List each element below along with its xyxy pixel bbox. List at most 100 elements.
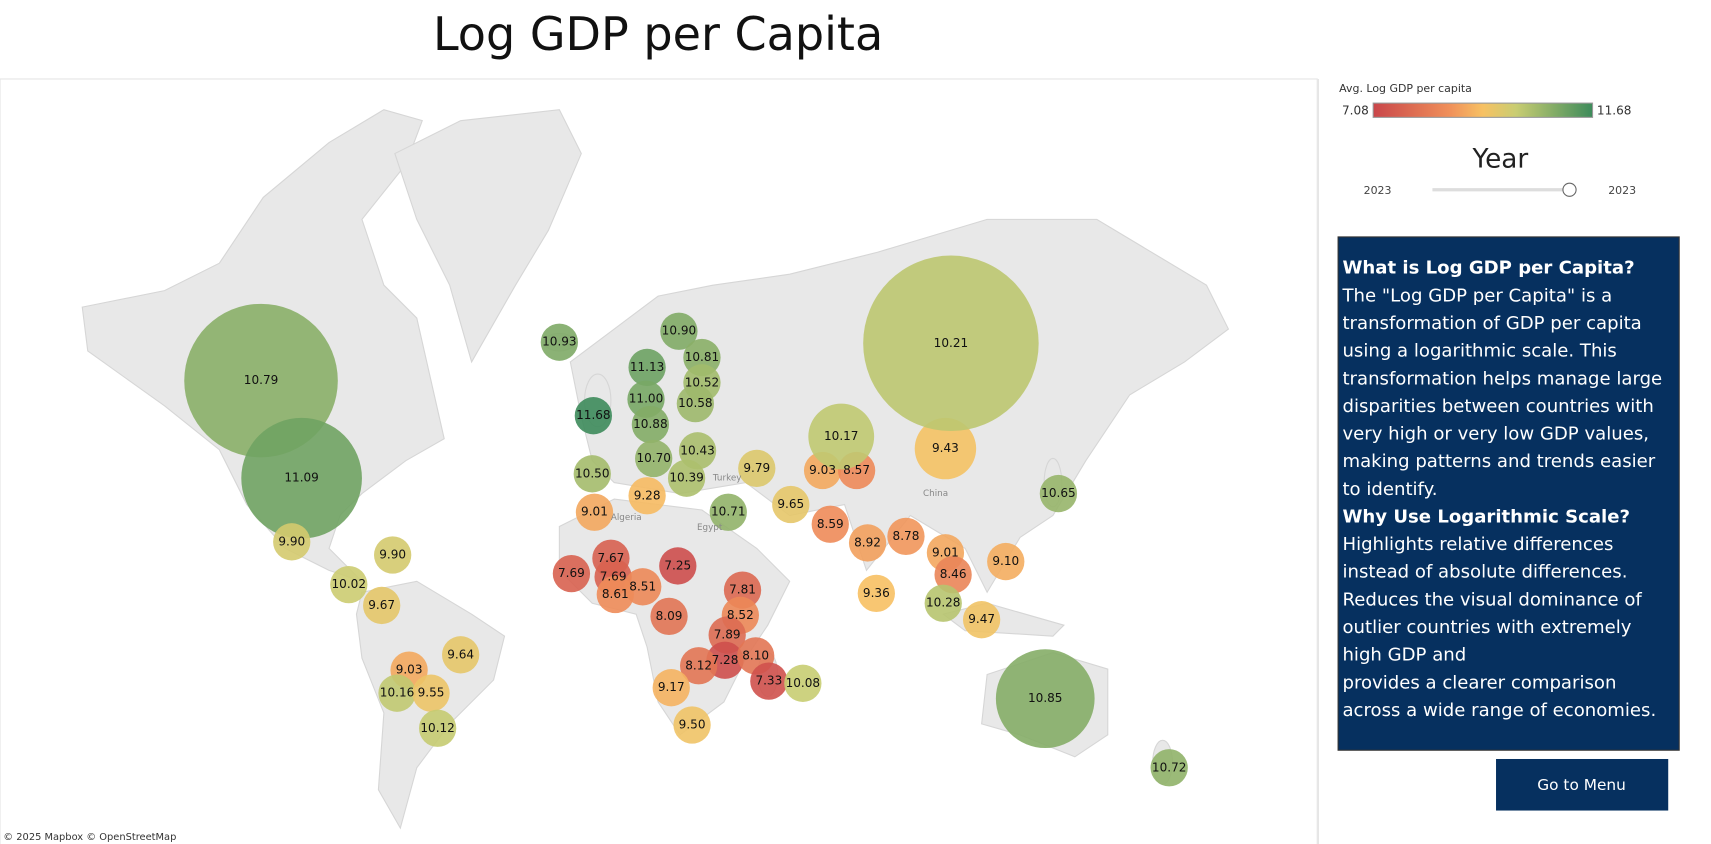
info-text: instead of absolute differences. [1342,562,1627,583]
country-region [1150,749,1188,787]
info-text: The "Log GDP per Capita" is a [1341,285,1612,306]
slider-handle[interactable] [1562,182,1577,197]
country-value-label: 10.58 [678,396,713,410]
info-panel: What is Log GDP per Capita? The "Log GDP … [1337,236,1680,751]
country-value-label: 8.61 [602,587,629,601]
country-value-label: 10.85 [1028,691,1063,705]
legend-title: Avg. Log GDP per capita [1339,82,1472,95]
info-heading: Why Use Logarithmic Scale? [1342,506,1630,527]
country-value-label: 8.57 [843,463,870,477]
country-region [652,669,690,707]
country-region [680,647,718,685]
country-value-label: 8.09 [656,609,683,623]
country-region [934,556,972,594]
country-value-label: 7.67 [598,551,625,565]
info-text: disparities between countries with [1342,396,1653,417]
country-region [673,706,711,744]
country-region [273,523,311,561]
country-value-label: 10.52 [685,375,720,389]
year-filter: Year 2023 2023 [1364,145,1636,197]
country-value-label: 8.59 [817,517,844,531]
info-text: making patterns and trends easier [1342,451,1655,472]
country-region [412,674,450,712]
info-text: provides a clearer comparison [1342,672,1616,693]
country-value-label: 9.90 [379,547,406,561]
country-value-label: 9.65 [777,497,804,511]
country-value-label: 9.01 [932,545,959,559]
country-region [914,417,977,480]
country-region [573,455,611,493]
country-value-label: 8.92 [854,535,881,549]
info-text: across a wide range of economies. [1342,700,1656,721]
country-value-label: 10.70 [636,451,671,465]
country-value-label: 10.17 [824,429,859,443]
legend-min: 7.08 [1342,103,1369,117]
country-value-label: 7.69 [558,566,585,580]
country-region [596,575,634,614]
country-region [1039,474,1078,513]
info-text: using a logarithmic scale. This [1342,341,1616,362]
map-attribution: © 2025 Mapbox © OpenStreetMap [3,832,176,843]
country-value-label: 9.28 [634,488,661,502]
country-region [442,636,480,674]
country-value-label: 9.47 [968,612,995,626]
country-value-label: 8.51 [629,579,656,593]
country-value-label: 8.10 [742,648,769,662]
country-region [574,397,613,435]
landmass [394,109,582,364]
country-value-label: 11.68 [576,408,610,422]
info-text: Reduces the visual dominance of [1342,589,1642,610]
info-text: high GDP and [1342,645,1466,666]
country-region [631,405,670,444]
country-value-label: 7.33 [755,674,782,688]
info-text: to identify. [1342,479,1437,500]
country-region [363,586,401,625]
country-value-label: 10.93 [542,335,577,349]
country-region [241,417,362,539]
country-region [995,649,1095,749]
country-region [378,674,416,712]
country-value-label: 11.00 [629,392,664,406]
country-value-label: 9.79 [743,461,770,475]
country-region [374,536,412,574]
country-region [784,664,822,702]
place-name: Egypt [697,523,723,533]
filter-min: 2023 [1364,184,1392,197]
country-value-label: 10.79 [244,373,278,387]
country-value-label: 8.46 [940,567,967,581]
button-bg[interactable] [1496,758,1669,811]
country-value-label: 10.21 [934,336,968,350]
legend-max: 11.68 [1597,103,1632,117]
country-value-label: 10.43 [680,443,714,457]
country-region [848,524,887,562]
filter-title: Year [1472,145,1529,175]
country-value-label: 11.13 [630,360,665,374]
country-region [887,517,925,555]
legend-bar [1372,102,1594,118]
country-region [738,449,776,487]
country-value-label: 9.67 [368,598,395,612]
country-value-label: 8.78 [893,529,920,543]
country-value-label: 9.90 [278,534,305,548]
button-label[interactable]: Go to Menu [1537,776,1626,794]
country-region [987,542,1025,581]
info-heading: What is Log GDP per Capita? [1342,258,1634,279]
map: 10.79 11.09 9.90 9.90 10.029.67 9.64 9.03 10.16… [0,78,1318,844]
country-region [659,547,697,585]
country-value-label: 9.10 [992,554,1019,568]
country-region [962,601,1001,639]
country-value-label: 7.69 [600,569,627,583]
country-region [924,584,962,622]
info-text: transformation helps manage large [1342,368,1662,389]
country-value-label: 7.89 [714,628,741,642]
country-region [709,493,747,531]
country-value-label: 10.12 [420,721,455,735]
place-name: Turkey [712,474,742,484]
country-value-label: 10.71 [711,505,745,519]
country-value-label: 8.12 [685,658,712,672]
page-title: Log GDP per Capita [433,7,883,61]
menu-button[interactable]: Go to Menu [1496,758,1669,811]
country-value-label: 9.55 [418,686,445,700]
country-value-label: 9.64 [447,647,474,661]
